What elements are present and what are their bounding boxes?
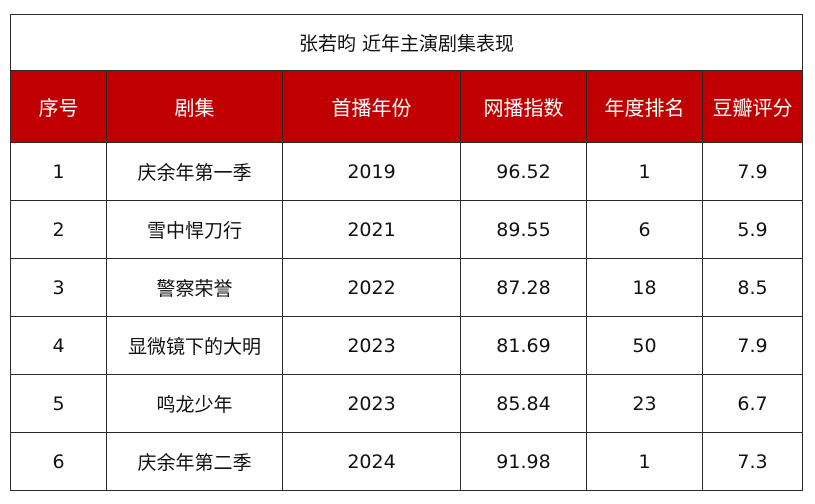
cell-rank: 6: [586, 200, 703, 259]
table-row: 1 庆余年第一季 2019 96.52 1 7.9: [10, 142, 803, 201]
header-row: 序号 剧集 首播年份 网播指数 年度排名 豆瓣评分: [10, 70, 803, 143]
cell-rank: 1: [586, 142, 703, 201]
cell-drama: 庆余年第一季: [106, 142, 283, 201]
cell-index: 4: [10, 316, 107, 375]
table-title: 张若昀 近年主演剧集表现: [10, 14, 803, 71]
cell-score: 7.3: [702, 432, 803, 491]
cell-drama: 庆余年第二季: [106, 432, 283, 491]
header-web-index: 网播指数: [460, 70, 587, 143]
cell-year: 2023: [282, 374, 461, 433]
cell-web-index: 96.52: [460, 142, 587, 201]
cell-web-index: 89.55: [460, 200, 587, 259]
cell-score: 7.9: [702, 142, 803, 201]
cell-drama: 显微镜下的大明: [106, 316, 283, 375]
cell-web-index: 91.98: [460, 432, 587, 491]
cell-web-index: 87.28: [460, 258, 587, 317]
header-douban-score: 豆瓣评分: [702, 70, 803, 143]
cell-rank: 50: [586, 316, 703, 375]
cell-score: 7.9: [702, 316, 803, 375]
cell-score: 8.5: [702, 258, 803, 317]
cell-drama: 警察荣誉: [106, 258, 283, 317]
title-row: 张若昀 近年主演剧集表现: [10, 14, 803, 71]
cell-year: 2019: [282, 142, 461, 201]
cell-index: 5: [10, 374, 107, 433]
cell-score: 5.9: [702, 200, 803, 259]
table-row: 2 雪中悍刀行 2021 89.55 6 5.9: [10, 200, 803, 259]
cell-year: 2021: [282, 200, 461, 259]
cell-index: 6: [10, 432, 107, 491]
cell-rank: 23: [586, 374, 703, 433]
cell-index: 1: [10, 142, 107, 201]
cell-year: 2022: [282, 258, 461, 317]
table-row: 5 鸣龙少年 2023 85.84 23 6.7: [10, 374, 803, 433]
table-row: 4 显微镜下的大明 2023 81.69 50 7.9: [10, 316, 803, 375]
header-annual-rank: 年度排名: [586, 70, 703, 143]
cell-drama: 鸣龙少年: [106, 374, 283, 433]
cell-rank: 1: [586, 432, 703, 491]
header-drama: 剧集: [106, 70, 283, 143]
header-index: 序号: [10, 70, 107, 143]
cell-index: 2: [10, 200, 107, 259]
cell-index: 3: [10, 258, 107, 317]
cell-drama: 雪中悍刀行: [106, 200, 283, 259]
table-row: 6 庆余年第二季 2024 91.98 1 7.3: [10, 432, 803, 491]
cell-web-index: 81.69: [460, 316, 587, 375]
drama-table: 张若昀 近年主演剧集表现 序号 剧集 首播年份 网播指数 年度排名 豆瓣评分 1…: [10, 14, 803, 491]
table-row: 3 警察荣誉 2022 87.28 18 8.5: [10, 258, 803, 317]
cell-year: 2023: [282, 316, 461, 375]
header-premiere-year: 首播年份: [282, 70, 461, 143]
cell-year: 2024: [282, 432, 461, 491]
cell-rank: 18: [586, 258, 703, 317]
cell-score: 6.7: [702, 374, 803, 433]
cell-web-index: 85.84: [460, 374, 587, 433]
